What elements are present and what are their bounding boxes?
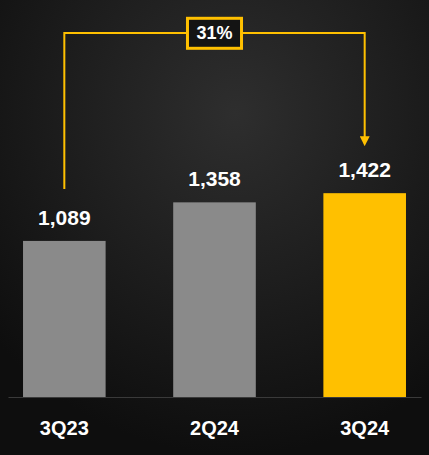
x-axis: 3Q23 2Q24 3Q24 <box>9 397 422 439</box>
x-tick: 2Q24 <box>190 397 240 439</box>
bars <box>23 193 406 397</box>
bar <box>23 241 106 397</box>
x-tick: 3Q24 <box>340 397 390 439</box>
background <box>0 0 429 455</box>
chart: 3Q23 2Q24 3Q24 1,089 1,358 1,422 31% <box>0 0 429 455</box>
annotation-bracket <box>64 33 364 189</box>
data-label: 1,089 <box>38 206 91 229</box>
data-label: 1,358 <box>188 167 241 190</box>
x-tick-label: 3Q23 <box>40 417 89 439</box>
x-tick-label: 3Q24 <box>340 417 390 439</box>
annotation: 31% <box>64 18 364 189</box>
x-axis-line <box>9 397 422 398</box>
annotation-label: 31% <box>196 23 232 43</box>
bar <box>173 202 256 397</box>
bar <box>323 193 406 397</box>
x-tick-label: 2Q24 <box>190 417 240 439</box>
data-labels: 1,089 1,358 1,422 <box>38 158 391 229</box>
x-tick: 3Q23 <box>40 397 89 439</box>
annotation-box <box>187 18 241 48</box>
data-label: 1,422 <box>338 158 391 181</box>
